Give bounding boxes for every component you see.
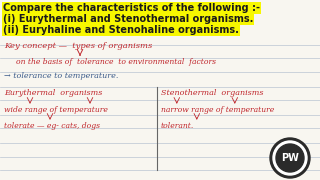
Text: Stenothermal  organisms: Stenothermal organisms [161, 89, 263, 97]
Circle shape [270, 138, 310, 178]
Text: → tolerance to temperature.: → tolerance to temperature. [4, 72, 118, 80]
Circle shape [276, 144, 304, 172]
Text: Eurythermal  organisms: Eurythermal organisms [4, 89, 102, 97]
Text: tolerant.: tolerant. [161, 122, 194, 130]
Text: PW: PW [281, 153, 299, 163]
Text: (i) Eurythermal and Stenothermal organisms.: (i) Eurythermal and Stenothermal organis… [3, 14, 253, 24]
Text: tolerate — eg- cats, dogs: tolerate — eg- cats, dogs [4, 122, 100, 130]
Text: on the basis of  tolerance  to environmental  factors: on the basis of tolerance to environment… [16, 58, 216, 66]
Text: wide range of temperature: wide range of temperature [4, 106, 108, 114]
Text: Key concept —  types of organisms: Key concept — types of organisms [4, 42, 152, 50]
Text: Compare the characteristics of the following :-: Compare the characteristics of the follo… [3, 3, 260, 13]
Text: (ii) Euryhaline and Stenohaline organisms.: (ii) Euryhaline and Stenohaline organism… [3, 25, 239, 35]
Text: narrow range of temperature: narrow range of temperature [161, 106, 274, 114]
Circle shape [273, 141, 307, 175]
